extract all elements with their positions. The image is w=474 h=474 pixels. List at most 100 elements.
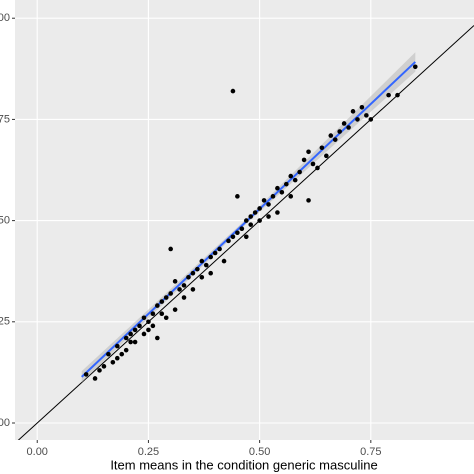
- point: [248, 222, 254, 227]
- point: [141, 331, 147, 337]
- point: [412, 64, 418, 70]
- point: [172, 307, 178, 312]
- x-tick-label: 0.75: [360, 446, 381, 458]
- point: [337, 129, 342, 134]
- point: [186, 274, 191, 280]
- point: [208, 270, 213, 276]
- point: [310, 161, 316, 167]
- point: [106, 351, 111, 357]
- point: [261, 198, 267, 203]
- point: [235, 230, 240, 236]
- point: [395, 92, 400, 98]
- point: [279, 189, 285, 195]
- point: [328, 133, 334, 138]
- point: [101, 364, 107, 369]
- point: [114, 355, 120, 361]
- point: [208, 254, 213, 260]
- y-tick-label: 0.00: [0, 417, 10, 429]
- point: [226, 238, 231, 244]
- point: [150, 323, 156, 329]
- point: [168, 291, 173, 296]
- point: [119, 351, 125, 357]
- point: [195, 266, 200, 272]
- point: [132, 327, 138, 333]
- x-tick-label: 0.00: [27, 446, 48, 458]
- point: [332, 137, 338, 142]
- point: [181, 295, 187, 300]
- point: [243, 234, 249, 240]
- point: [159, 311, 165, 317]
- point: [270, 194, 276, 199]
- point: [128, 331, 133, 337]
- point: [288, 194, 294, 199]
- y-tick-label: 0.50: [0, 215, 10, 227]
- point: [155, 335, 160, 341]
- point: [128, 339, 133, 345]
- point: [146, 319, 151, 325]
- point: [203, 262, 209, 268]
- point: [288, 173, 294, 179]
- point: [199, 274, 205, 280]
- point: [306, 149, 311, 155]
- point: [364, 113, 369, 118]
- point: [275, 185, 280, 191]
- point: [177, 287, 182, 292]
- point: [266, 214, 271, 219]
- point: [92, 376, 98, 381]
- point: [110, 359, 116, 365]
- point: [221, 258, 227, 264]
- point: [284, 181, 289, 187]
- point: [306, 198, 311, 203]
- regression-line: [81, 61, 416, 378]
- point: [301, 157, 307, 163]
- point: [155, 303, 160, 308]
- point: [123, 347, 129, 353]
- point: [319, 145, 325, 151]
- point: [350, 109, 356, 114]
- point: [163, 315, 169, 321]
- point: [97, 368, 102, 373]
- point: [315, 165, 320, 171]
- point: [168, 246, 173, 252]
- point: [114, 343, 120, 349]
- point: [257, 206, 262, 211]
- point: [359, 104, 365, 110]
- point: [190, 270, 196, 276]
- point: [150, 311, 156, 317]
- point: [123, 335, 129, 341]
- point: [159, 299, 165, 304]
- point: [275, 210, 280, 215]
- x-tick-label: 0.25: [138, 446, 159, 458]
- point: [181, 283, 187, 288]
- point: [386, 92, 391, 98]
- point: [235, 194, 240, 199]
- y-tick-label: 0.25: [0, 316, 10, 328]
- point: [230, 234, 236, 240]
- point: [230, 88, 236, 94]
- point: [217, 246, 222, 252]
- point: [346, 125, 351, 130]
- point: [137, 323, 142, 329]
- point: [163, 295, 169, 300]
- point: [199, 258, 205, 264]
- point: [146, 327, 151, 333]
- point: [355, 117, 360, 122]
- point: [292, 177, 298, 183]
- point: [243, 218, 249, 223]
- point: [141, 315, 147, 321]
- point: [252, 210, 258, 215]
- point: [266, 202, 271, 207]
- point: [190, 287, 196, 292]
- x-tick-label: 0.50: [249, 446, 270, 458]
- point: [297, 169, 302, 175]
- x-axis-title: Item means in the condition generic masc…: [110, 457, 377, 472]
- point: [172, 279, 178, 284]
- point: [257, 218, 262, 223]
- point: [239, 226, 245, 232]
- point: [83, 372, 89, 377]
- y-tick-label: 1.00: [0, 12, 10, 24]
- point: [324, 153, 329, 159]
- point: [248, 214, 254, 219]
